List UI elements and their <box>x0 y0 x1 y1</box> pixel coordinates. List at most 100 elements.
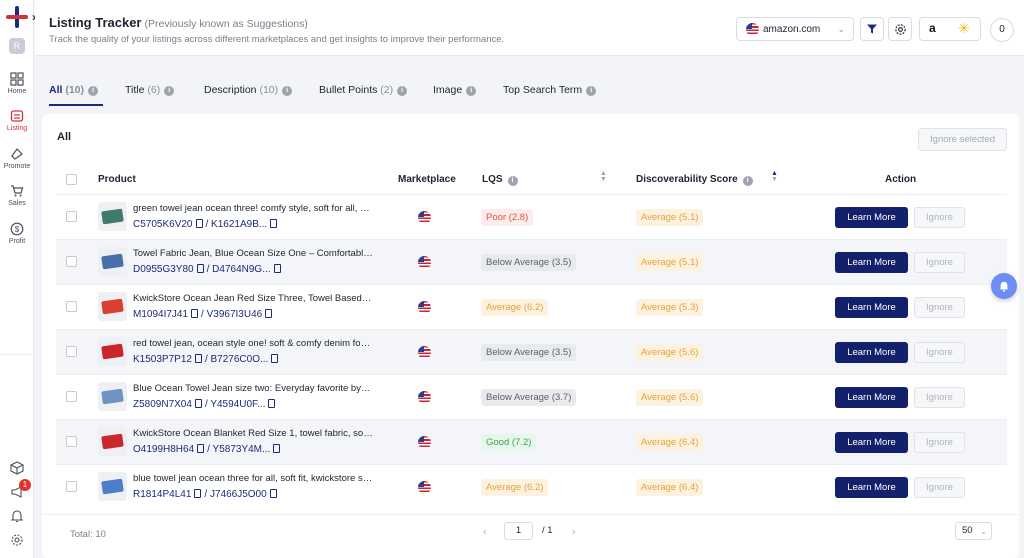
store-switcher[interactable]: a ✳ <box>919 17 981 41</box>
avatar[interactable]: R <box>9 38 25 54</box>
sidebar-item-profit[interactable]: $ Profit <box>0 222 34 245</box>
product-sku[interactable]: / Y4594U0F... <box>204 399 266 410</box>
product-sku[interactable]: / V3967I3U46 <box>201 309 263 320</box>
ignore-button[interactable]: Ignore <box>914 477 965 498</box>
learn-more-button[interactable]: Learn More <box>835 342 908 363</box>
copy-icon[interactable] <box>269 489 277 498</box>
copy-icon[interactable] <box>273 444 281 453</box>
ignore-selected-button[interactable]: Ignore selected <box>918 128 1007 151</box>
page-size-select[interactable]: 50 ⌄ <box>955 522 992 540</box>
row-checkbox[interactable] <box>66 436 77 447</box>
product-sku[interactable]: / Y5873Y4M... <box>207 444 271 455</box>
sidebar-item-sales[interactable]: Sales <box>0 184 34 207</box>
product-asin[interactable]: Z5809N7X04 <box>133 399 192 410</box>
settings-button[interactable] <box>888 17 912 41</box>
product-image <box>101 433 124 450</box>
ignore-button[interactable]: Ignore <box>914 432 965 453</box>
copy-icon[interactable] <box>194 489 202 498</box>
marketplace-select[interactable]: amazon.com ⌄ <box>736 17 854 41</box>
copy-icon[interactable] <box>270 219 278 228</box>
sidebar-item-notifications[interactable] <box>0 509 34 525</box>
learn-more-button[interactable]: Learn More <box>835 252 908 273</box>
filter-button[interactable] <box>860 17 884 41</box>
product-asin[interactable]: R1814P4L41 <box>133 489 192 500</box>
notification-counter[interactable]: 0 <box>990 18 1014 42</box>
copy-icon[interactable] <box>194 354 202 363</box>
lqs-badge: Average (6.2) <box>481 479 549 496</box>
sidebar-item-announcements[interactable] <box>0 485 34 501</box>
product-name[interactable]: red towel jean, ocean style one! soft & … <box>133 338 373 349</box>
product-sku[interactable]: / D4764N9G... <box>206 264 271 275</box>
row-checkbox[interactable] <box>66 301 77 312</box>
row-checkbox[interactable] <box>66 481 77 492</box>
row-checkbox[interactable] <box>66 256 77 267</box>
copy-icon[interactable] <box>268 399 276 408</box>
sort-lqs-icon[interactable]: ▲ ▼ <box>600 170 607 183</box>
copy-icon[interactable] <box>196 264 204 273</box>
tab-all[interactable]: All (10) i <box>49 84 99 96</box>
ignore-button[interactable]: Ignore <box>914 207 965 228</box>
walmart-icon: ✳ <box>958 20 970 36</box>
tab-top-search-term[interactable]: Top Search Term i <box>503 84 597 96</box>
learn-more-button[interactable]: Learn More <box>835 477 908 498</box>
product-asin[interactable]: C5705K6V20 <box>133 219 193 230</box>
svg-text:$: $ <box>15 225 20 234</box>
ignore-button[interactable]: Ignore <box>914 297 965 318</box>
next-page-icon[interactable]: › <box>572 526 576 538</box>
product-name[interactable]: green towel jean ocean three! comfy styl… <box>133 203 373 214</box>
tab-title[interactable]: Title (6) i <box>125 84 175 96</box>
copy-icon[interactable] <box>273 264 281 273</box>
product-name[interactable]: Blue Ocean Towel Jean size two: Everyday… <box>133 383 373 394</box>
ignore-button[interactable]: Ignore <box>914 252 965 273</box>
table-row: Towel Fabric Jean, Blue Ocean Size One –… <box>56 239 1007 284</box>
learn-more-button[interactable]: Learn More <box>835 207 908 228</box>
product-image <box>101 253 124 270</box>
select-all-checkbox[interactable] <box>66 174 77 185</box>
megaphone-icon <box>11 486 22 498</box>
learn-more-button[interactable]: Learn More <box>835 432 908 453</box>
learn-more-button[interactable]: Learn More <box>835 387 908 408</box>
copy-icon[interactable] <box>194 399 202 408</box>
tab-description[interactable]: Description (10) i <box>204 84 293 96</box>
sidebar-item-listing[interactable]: Listing <box>0 109 34 132</box>
prev-page-icon[interactable]: ‹ <box>483 526 487 538</box>
product-name[interactable]: KwickStore Ocean Jean Red Size Three, To… <box>133 293 373 304</box>
learn-more-button[interactable]: Learn More <box>835 297 908 318</box>
sidebar-item-label: Profit <box>8 238 26 245</box>
tab-image[interactable]: Image i <box>433 84 477 96</box>
product-sku[interactable]: / B7276C0O... <box>204 354 269 365</box>
floating-bell-button[interactable] <box>991 273 1017 299</box>
bell-icon <box>999 281 1009 292</box>
product-sku[interactable]: / J7466J5O00 <box>204 489 267 500</box>
copy-icon[interactable] <box>265 309 273 318</box>
page-input[interactable]: 1 <box>504 522 533 540</box>
product-name[interactable]: Towel Fabric Jean, Blue Ocean Size One –… <box>133 248 373 259</box>
ignore-button[interactable]: Ignore <box>914 387 965 408</box>
sort-discoverability-icon[interactable]: ▲ ▼ <box>771 170 778 183</box>
sidebar-item-packages[interactable] <box>0 461 34 477</box>
product-asin[interactable]: D0955G3Y80 <box>133 264 194 275</box>
copy-icon[interactable] <box>195 219 203 228</box>
product-asin[interactable]: M1094I7J41 <box>133 309 189 320</box>
sidebar-item-settings[interactable] <box>0 533 34 549</box>
tab-bullet-points[interactable]: Bullet Points (2) i <box>319 84 408 96</box>
sidebar-item-promote[interactable]: Promote <box>0 147 34 170</box>
product-name[interactable]: KwickStore Ocean Blanket Red Size 1, tow… <box>133 428 373 439</box>
row-checkbox[interactable] <box>66 391 77 402</box>
copy-icon[interactable] <box>271 354 279 363</box>
copy-icon[interactable] <box>191 309 199 318</box>
row-checkbox[interactable] <box>66 211 77 222</box>
tab-label: Title <box>125 84 145 96</box>
product-sku[interactable]: / K1621A9B... <box>205 219 268 230</box>
product-asin[interactable]: K1503P7P12 <box>133 354 192 365</box>
page-title: Listing Tracker (Previously known as Sugg… <box>49 15 308 30</box>
product-image <box>101 298 124 315</box>
row-checkbox[interactable] <box>66 346 77 357</box>
copy-icon[interactable] <box>197 444 205 453</box>
gear-icon <box>11 534 23 546</box>
app-logo[interactable] <box>6 6 28 28</box>
product-name[interactable]: blue towel jean ocean three for all, sof… <box>133 473 373 484</box>
sidebar-item-home[interactable]: Home <box>0 72 34 95</box>
ignore-button[interactable]: Ignore <box>914 342 965 363</box>
product-asin[interactable]: O4199H8H64 <box>133 444 195 455</box>
